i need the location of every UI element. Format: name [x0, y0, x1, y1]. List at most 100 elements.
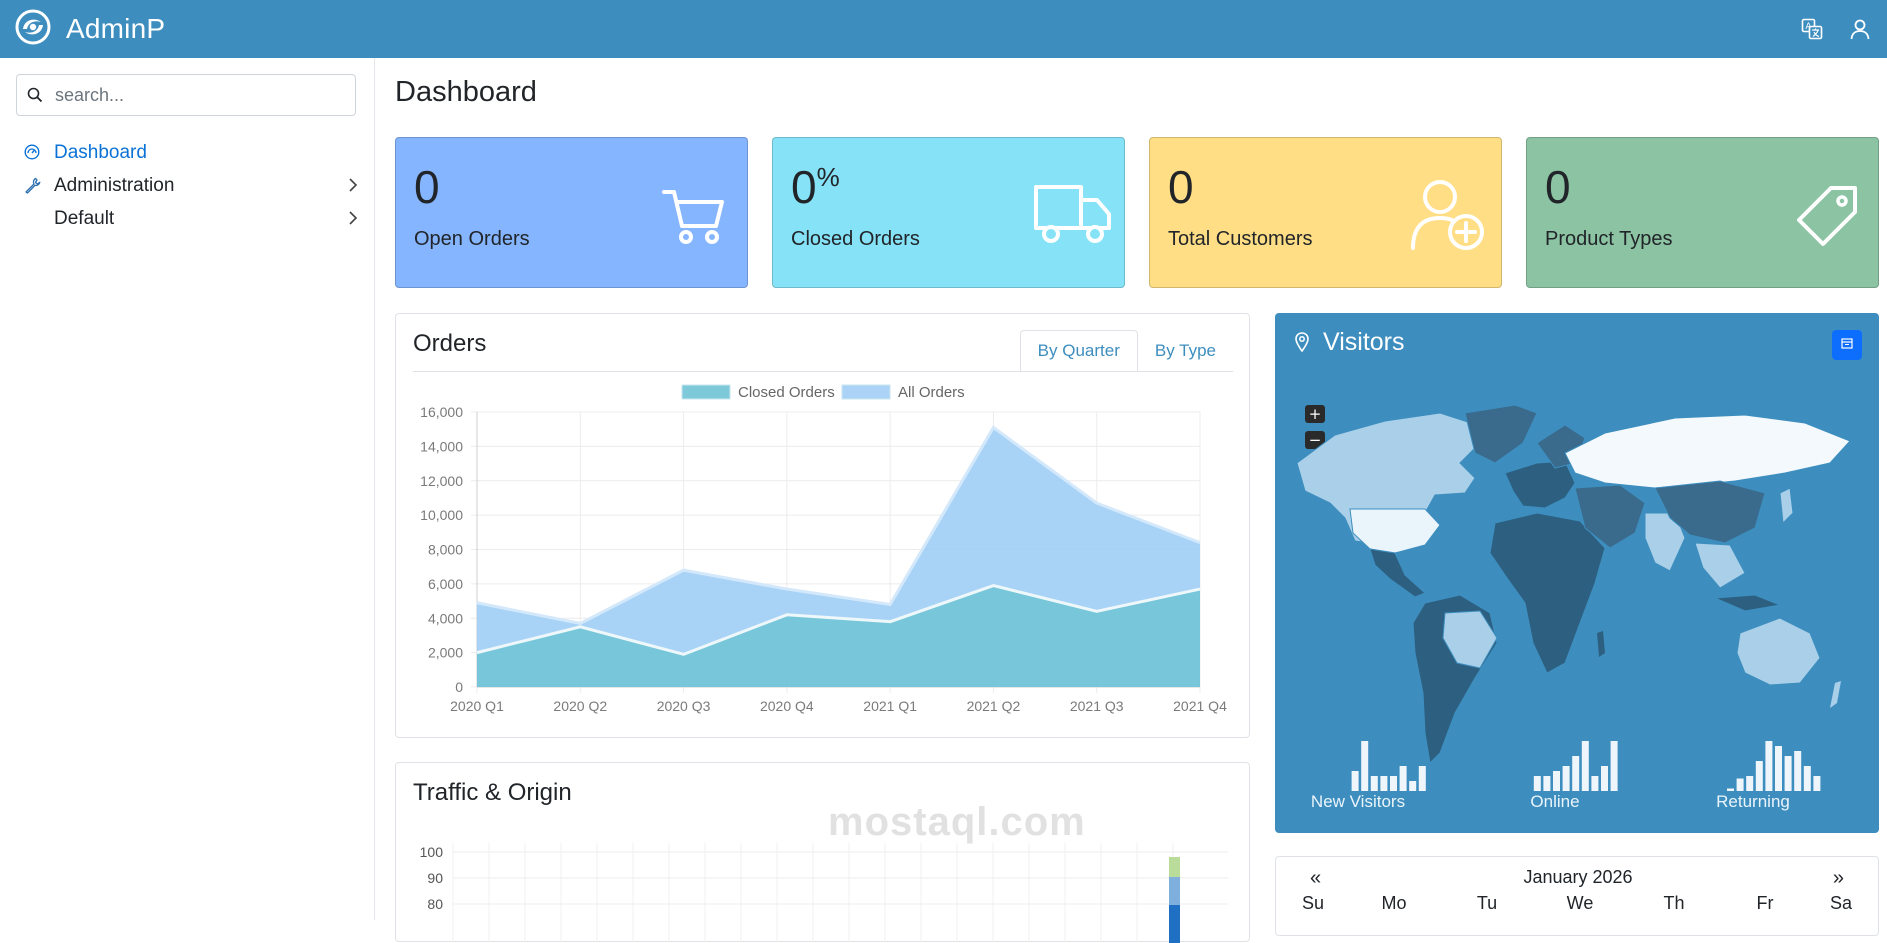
stat-card-closed-orders[interactable]: 0% Closed Orders: [772, 137, 1125, 288]
sparkline-bar: [1601, 766, 1608, 791]
user-plus-icon: [1410, 178, 1486, 252]
x-tick-label: 2021 Q1: [863, 698, 917, 714]
map-region-europe: [1504, 460, 1576, 509]
x-tick-label: 2021 Q3: [1070, 698, 1124, 714]
sidebar-item-default[interactable]: Default: [0, 202, 374, 235]
stat-card-product-types[interactable]: 0 Product Types: [1526, 137, 1879, 288]
sparkline-bar: [1610, 741, 1618, 791]
sparkline-bar: [1746, 776, 1754, 791]
sparkline-bar: [1399, 766, 1407, 791]
visitors-card: Visitors + − New Visitors On: [1275, 313, 1879, 833]
sparkline-bar: [1755, 761, 1763, 791]
series-line-all-orders: [476, 425, 1201, 625]
calendar-weekday: We: [1566, 893, 1594, 913]
sparkline-bar: [1765, 741, 1773, 791]
x-tick-label: 2020 Q3: [657, 698, 711, 714]
orders-chart: 0 2,000 4,000 6,000 8,000 10,000 12,000 14,000 1…: [420, 384, 1227, 714]
traffic-chart: 100 90 80: [420, 843, 1228, 943]
y-tick-label: 12,000: [420, 473, 463, 489]
map-zoom-in-button[interactable]: +: [1305, 405, 1325, 423]
map-region-russia: [1564, 414, 1851, 489]
calendar-prev-button[interactable]: «: [1310, 867, 1322, 889]
sparkline-bar: [1361, 741, 1369, 791]
stat-label: Product Types: [1545, 228, 1673, 250]
sparkline-bar: [1370, 776, 1378, 791]
y-tick-label: 16,000: [420, 404, 463, 420]
series-line-closed-orders: [476, 584, 1201, 656]
app-title: AdminP: [66, 13, 166, 44]
world-map[interactable]: [1275, 313, 1879, 833]
series-area-closed-orders: [477, 585, 1200, 687]
stat-card-total-customers[interactable]: 0 Total Customers: [1149, 137, 1502, 288]
visitors-title: Visitors: [1323, 328, 1405, 356]
sparkline-bar: [1784, 756, 1792, 791]
top-bar: AdminP A: [0, 0, 1887, 58]
visitor-sparklines: [1351, 741, 1821, 791]
tab-by-quarter[interactable]: By Quarter: [1019, 330, 1138, 372]
sparkline-bar: [1727, 788, 1734, 791]
sparkline-bar: [1591, 776, 1599, 791]
sparkline-bar: [1380, 776, 1388, 791]
legend-label: All Orders: [898, 384, 965, 401]
calendar: « January 2026 » Su Mo Tu We Th Fr Sa: [1275, 856, 1879, 936]
map-zoom-out-button[interactable]: −: [1305, 431, 1325, 449]
stat-value: 0: [1168, 161, 1194, 213]
calendar-weekday: Mo: [1381, 893, 1407, 913]
map-region-usa: [1349, 508, 1441, 554]
sparkline-bar: [1351, 771, 1359, 791]
sparkline-bar: [1418, 766, 1426, 791]
x-tick-label: 2020 Q1: [450, 698, 504, 714]
sidebar-item-dashboard[interactable]: Dashboard: [0, 136, 374, 169]
y-tick-label: 14,000: [420, 438, 463, 454]
sparkline-bar: [1794, 751, 1802, 791]
page-title: Dashboard: [395, 76, 537, 108]
gauge-icon: [24, 144, 40, 160]
sparkline-bar: [1775, 746, 1782, 791]
sparkline-bar: [1553, 771, 1560, 791]
map-region-central-america: [1369, 548, 1426, 598]
calendar-toggle-button[interactable]: [1832, 330, 1862, 360]
map-region-china: [1654, 480, 1766, 544]
sparkline-bar: [1543, 776, 1551, 791]
sparkline-label: Returning: [1716, 792, 1790, 811]
sidebar-item-label: Default: [54, 207, 115, 229]
sparkline-label: Online: [1530, 792, 1580, 811]
calendar-weekday: Th: [1663, 893, 1685, 913]
x-tick-label: 2021 Q4: [1173, 698, 1227, 714]
map-region-brazil: [1442, 610, 1498, 669]
x-tick-label: 2020 Q2: [553, 698, 607, 714]
sparkline-bar: [1409, 781, 1417, 791]
stat-value: 0: [1545, 161, 1571, 213]
sparkline-bar: [1736, 778, 1744, 791]
search-box: [16, 74, 356, 116]
sparkline-bar: [1562, 766, 1570, 791]
map-region-southeast-asia: [1694, 542, 1746, 589]
stat-value: 0%: [791, 161, 840, 213]
map-region-middle-east: [1574, 484, 1646, 549]
truck-icon: [1033, 182, 1113, 246]
sidebar-item-administration[interactable]: Administration: [0, 169, 374, 202]
y-tick-label: 2,000: [428, 645, 463, 661]
sparkline-bar: [1803, 766, 1811, 791]
traffic-title: Traffic & Origin: [413, 779, 572, 806]
brand[interactable]: AdminP: [14, 8, 165, 51]
calendar-weekday: Su: [1301, 893, 1325, 913]
wrench-icon: [24, 177, 41, 194]
y-tick-label: 100: [420, 844, 444, 860]
calendar-next-button[interactable]: »: [1832, 867, 1844, 889]
sparkline-bar: [1390, 776, 1397, 791]
legend-swatch: [681, 384, 731, 400]
sparkline-bar: [1813, 776, 1821, 791]
stat-card-open-orders[interactable]: 0 Open Orders: [395, 137, 748, 288]
traffic-bar-segment: [1169, 877, 1180, 905]
sidebar-item-label: Administration: [54, 174, 175, 196]
x-tick-label: 2021 Q2: [967, 698, 1021, 714]
tab-by-type[interactable]: By Type: [1154, 341, 1216, 360]
translate-icon[interactable]: A: [1801, 18, 1823, 40]
map-region-africa: [1489, 512, 1606, 674]
map-region-madagascar: [1597, 631, 1605, 657]
user-icon[interactable]: [1849, 18, 1871, 40]
calendar-icon: [1841, 336, 1853, 354]
sparkline-bar: [1572, 756, 1580, 791]
search-input[interactable]: [53, 83, 337, 107]
